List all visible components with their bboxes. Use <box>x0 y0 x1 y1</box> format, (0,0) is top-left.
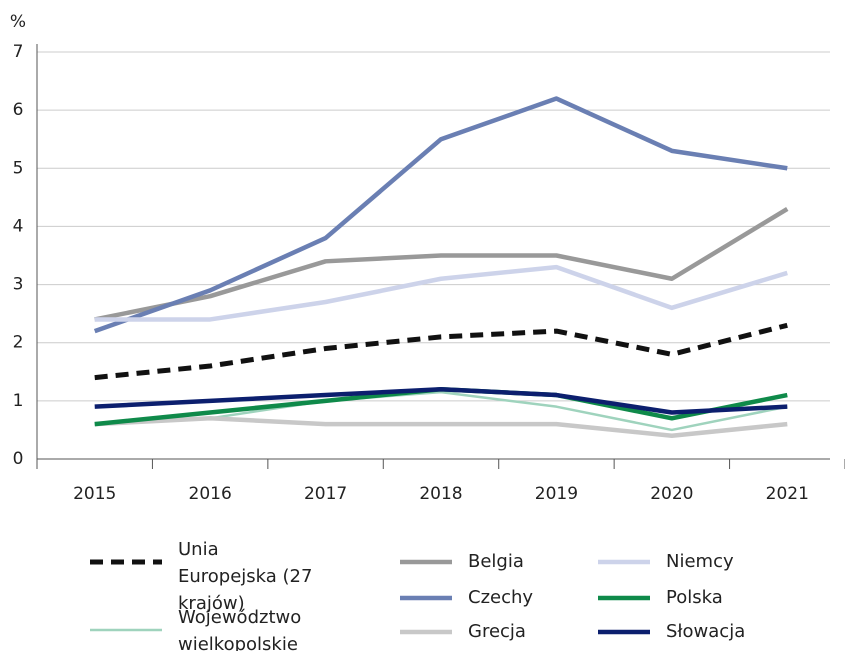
y-tick-label: 5 <box>13 158 24 178</box>
legend-label: Czechy <box>468 587 534 608</box>
series-line <box>94 386 788 415</box>
y-tick-label: 0 <box>13 449 24 469</box>
legend-label: Grecja <box>468 621 526 642</box>
x-tick-label: 2019 <box>535 484 578 504</box>
legend-swatch <box>598 559 650 565</box>
legend-swatch <box>90 628 162 632</box>
x-tick-label: 2017 <box>304 484 347 504</box>
legend-swatch <box>400 595 452 601</box>
legend-label: Unia Europejska (27 krajów) <box>178 539 313 614</box>
series-line <box>93 96 788 334</box>
x-tick-label: 2015 <box>73 484 116 504</box>
series-line <box>94 264 788 322</box>
series-line <box>94 322 788 381</box>
x-tick-label: 2020 <box>650 484 693 504</box>
legend-swatch <box>400 559 452 565</box>
y-tick-label: 3 <box>13 275 24 295</box>
x-tick-label: 2021 <box>766 484 809 504</box>
legend-label: Niemcy <box>666 551 734 572</box>
legend-swatch <box>90 559 162 565</box>
legend-swatch <box>598 595 650 601</box>
chart: % 0 1 2 3 4 5 6 7 2015 2016 2017 2018 2019 2020 2021 <box>10 12 845 504</box>
y-tick-label: 7 <box>13 42 24 62</box>
legend-swatch <box>598 629 650 635</box>
legend-label: Województwo wielkopolskie <box>178 607 302 651</box>
y-tick-label: 6 <box>13 100 24 120</box>
legend-swatch <box>400 629 452 635</box>
y-tick-label: 2 <box>13 333 24 353</box>
y-tick-label: 4 <box>13 216 24 236</box>
legend-label: Belgia <box>468 551 524 572</box>
y-axis-label: % <box>10 12 26 32</box>
x-tick-label: 2018 <box>419 484 462 504</box>
x-tick-label: 2016 <box>189 484 232 504</box>
y-tick-label: 1 <box>13 391 24 411</box>
legend-label: Słowacja <box>666 621 746 642</box>
series-line <box>94 207 789 322</box>
legend-label: Polska <box>666 587 723 608</box>
series-line <box>94 416 788 438</box>
